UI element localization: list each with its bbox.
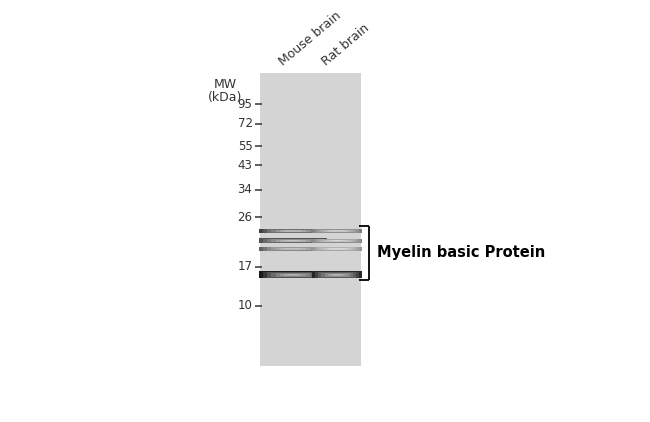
Bar bbox=[324, 230, 350, 232]
Text: Myelin basic Protein: Myelin basic Protein bbox=[377, 245, 545, 260]
Text: 17: 17 bbox=[237, 260, 252, 273]
Bar bbox=[272, 247, 314, 250]
Bar bbox=[318, 230, 356, 233]
Bar bbox=[259, 229, 327, 233]
Bar bbox=[280, 248, 305, 250]
Text: (kDa): (kDa) bbox=[207, 91, 242, 104]
Bar bbox=[263, 247, 323, 251]
Bar bbox=[321, 273, 353, 277]
Bar bbox=[318, 247, 356, 250]
Bar bbox=[324, 273, 350, 277]
Text: 10: 10 bbox=[238, 299, 252, 312]
Bar bbox=[259, 238, 327, 243]
Bar bbox=[272, 230, 314, 233]
Bar bbox=[259, 271, 327, 279]
Text: 26: 26 bbox=[237, 211, 252, 224]
Text: Rat brain: Rat brain bbox=[320, 22, 372, 68]
Text: Mouse brain: Mouse brain bbox=[277, 9, 344, 68]
Bar bbox=[321, 230, 353, 232]
Bar bbox=[276, 230, 310, 232]
Text: 72: 72 bbox=[237, 117, 252, 130]
Text: 95: 95 bbox=[238, 98, 252, 111]
Bar bbox=[259, 246, 327, 251]
Bar bbox=[331, 230, 343, 231]
Bar bbox=[324, 240, 350, 242]
Bar bbox=[328, 248, 346, 249]
Bar bbox=[276, 273, 310, 277]
Bar bbox=[318, 239, 356, 242]
Bar bbox=[328, 230, 346, 232]
Bar bbox=[284, 274, 302, 276]
Bar bbox=[315, 247, 359, 251]
Bar bbox=[328, 240, 346, 241]
Bar bbox=[280, 230, 305, 232]
Bar bbox=[263, 229, 323, 233]
Text: 34: 34 bbox=[238, 183, 252, 196]
Text: 43: 43 bbox=[238, 159, 252, 171]
Bar bbox=[324, 248, 350, 250]
Bar bbox=[272, 239, 314, 242]
Bar bbox=[312, 239, 362, 243]
Bar bbox=[272, 273, 314, 277]
Bar bbox=[334, 274, 341, 275]
Bar bbox=[280, 273, 305, 276]
Bar bbox=[312, 247, 362, 251]
Bar bbox=[267, 247, 318, 251]
Bar bbox=[267, 229, 318, 233]
Bar bbox=[284, 230, 302, 232]
Bar bbox=[331, 240, 343, 241]
Bar bbox=[321, 248, 353, 250]
Bar bbox=[284, 240, 302, 241]
Text: MW: MW bbox=[213, 78, 237, 91]
Bar bbox=[289, 274, 297, 275]
Bar bbox=[321, 240, 353, 242]
Bar bbox=[328, 273, 346, 276]
Text: 55: 55 bbox=[238, 140, 252, 153]
Bar bbox=[267, 272, 318, 278]
Bar bbox=[315, 272, 359, 278]
Bar bbox=[315, 239, 359, 242]
Bar bbox=[331, 274, 343, 276]
Bar bbox=[267, 239, 318, 242]
Bar bbox=[276, 248, 310, 250]
Bar bbox=[284, 248, 302, 249]
Bar bbox=[312, 229, 362, 233]
Bar bbox=[260, 73, 361, 366]
Bar bbox=[263, 239, 323, 243]
Bar bbox=[312, 271, 362, 279]
Bar bbox=[276, 240, 310, 242]
Bar bbox=[318, 272, 356, 278]
Bar bbox=[263, 272, 323, 278]
Bar bbox=[315, 229, 359, 233]
Bar bbox=[280, 240, 305, 241]
